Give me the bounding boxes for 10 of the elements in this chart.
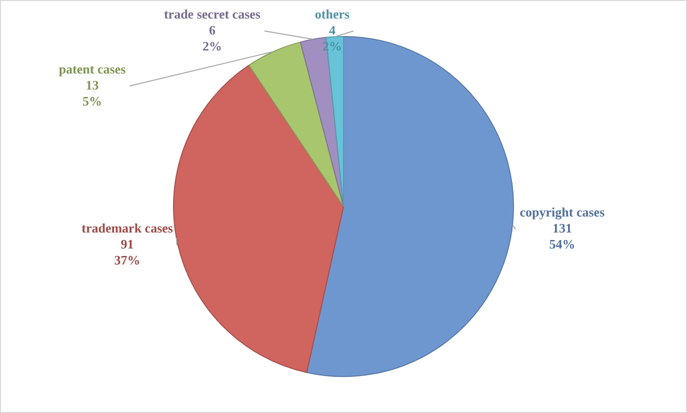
slice-label: others [314,6,350,22]
slice-label: trade secret cases [164,6,260,22]
slice-label: copyright cases [520,204,605,220]
data-label: 131 54% [549,220,576,252]
data-label: 91 37% [114,236,140,268]
data-label: 4 2% [322,22,342,54]
data-label: 6 2% [202,22,222,54]
slice-label: trademark cases [82,220,173,236]
data-label: 13 5% [82,77,102,108]
slice-label: patent cases [58,61,126,76]
